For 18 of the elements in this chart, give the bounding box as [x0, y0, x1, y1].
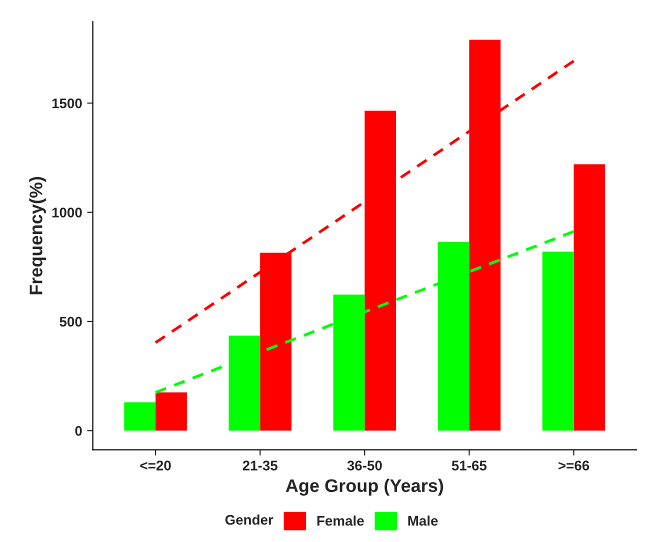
bar: [124, 402, 156, 431]
x-axis-title: Age Group (Years): [286, 478, 444, 496]
y-tick-label: 1500: [52, 98, 82, 108]
bar: [574, 164, 606, 431]
x-tick-label: 36-50: [347, 460, 382, 470]
bar: [156, 392, 187, 431]
x-tick-label: <=20: [140, 460, 171, 470]
x-tick-label: 51-65: [452, 460, 487, 470]
y-tick-label: 0: [75, 426, 82, 436]
bar: [542, 252, 574, 431]
y-tick-label: 500: [60, 316, 82, 327]
x-tick-label: >=66: [558, 460, 590, 470]
legend-label: Female: [317, 516, 364, 526]
x-tick-label: 21-35: [242, 460, 278, 470]
legend-label: Male: [408, 516, 438, 526]
y-axis-title: Frequency(%): [29, 176, 46, 294]
y-tick-label: 1000: [52, 208, 82, 218]
legend-title: Gender: [225, 514, 274, 525]
